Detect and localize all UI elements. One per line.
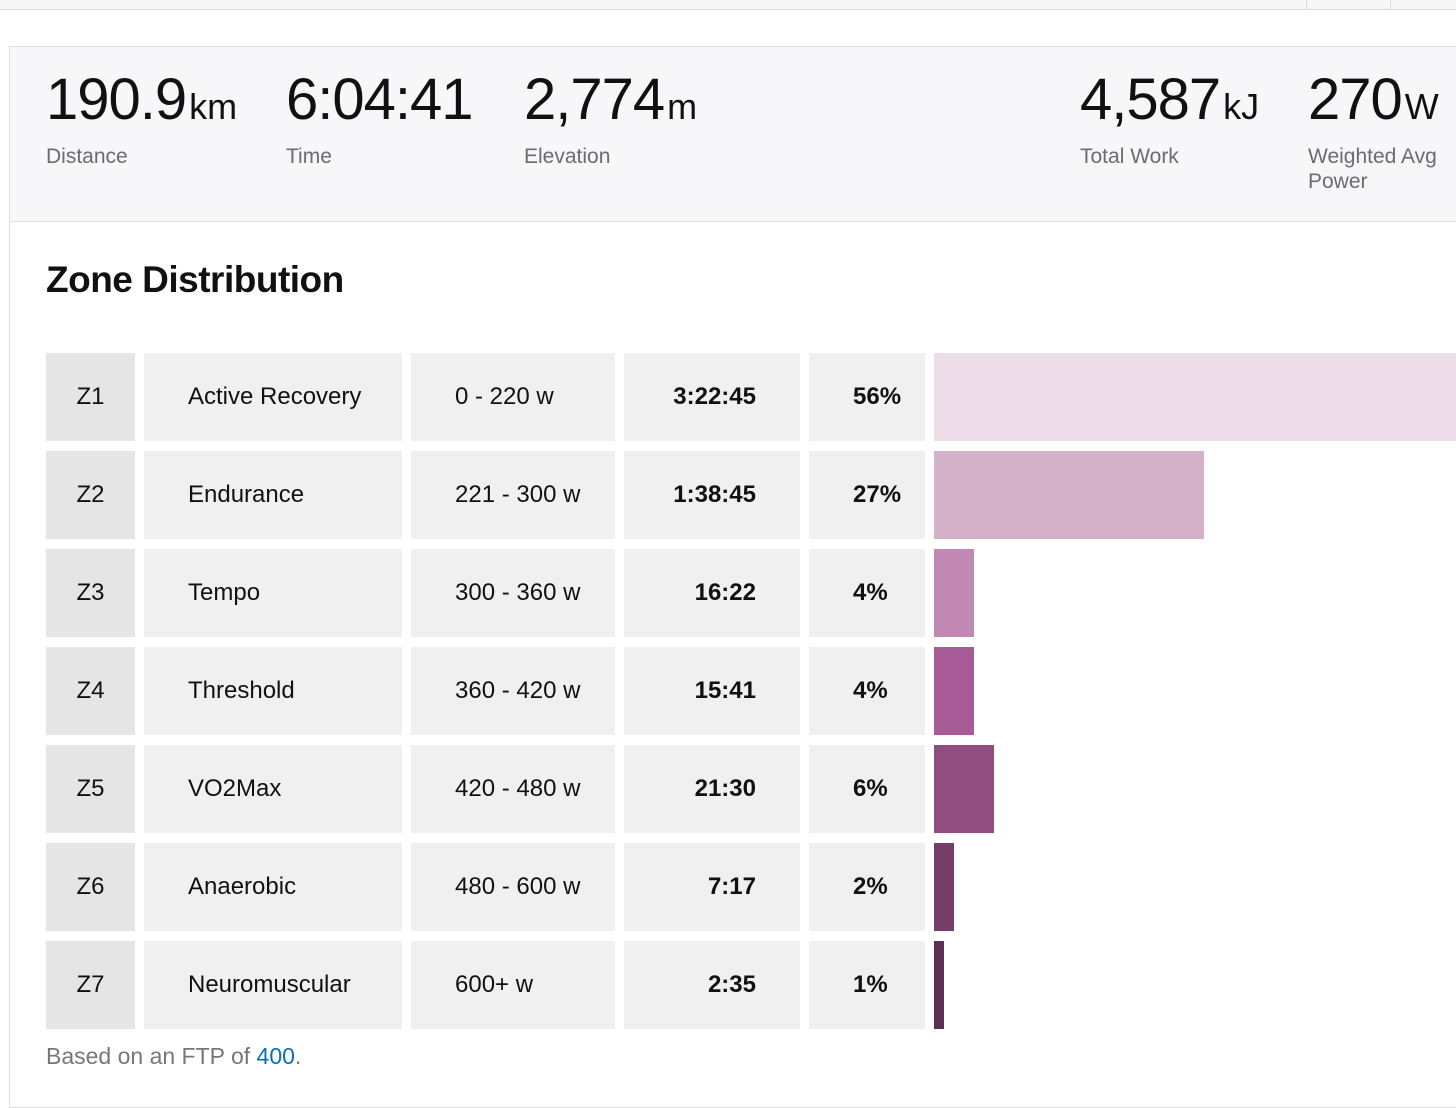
zone-bar	[934, 745, 994, 833]
zone-name: Tempo	[144, 549, 402, 637]
stat-label: Total Work	[1080, 145, 1179, 168]
zone-row: Z6 Anaerobic 480 - 600 w 7:17 2%	[46, 843, 1456, 931]
stat-value: 190.9km	[46, 67, 238, 132]
ftp-footnote: Based on an FTP of 400.	[46, 1043, 302, 1069]
stat-weighted-avg-power: 270W Weighted Avg Power	[1308, 65, 1456, 194]
zone-bar	[934, 451, 1204, 539]
stat-label: Time	[286, 145, 332, 168]
zone-bar	[934, 843, 954, 931]
zone-row: Z7 Neuromuscular 600+ w 2:35 1%	[46, 941, 1456, 1029]
zone-label: Z4	[46, 647, 135, 735]
stat-unit: km	[189, 86, 238, 127]
stat-time: 6:04:41 Time	[286, 65, 476, 169]
zone-bar	[934, 549, 974, 637]
zone-power-range: 420 - 480 w	[411, 745, 615, 833]
top-bar-divider	[1390, 0, 1391, 9]
top-bar	[0, 0, 1456, 10]
zone-name: Endurance	[144, 451, 402, 539]
stat-unit: kJ	[1223, 86, 1260, 127]
zone-row: Z4 Threshold 360 - 420 w 15:41 4%	[46, 647, 1456, 735]
zone-name: Neuromuscular	[144, 941, 402, 1029]
zone-name: VO2Max	[144, 745, 402, 833]
stat-label: Elevation	[524, 145, 611, 168]
zone-name: Threshold	[144, 647, 402, 735]
zone-label: Z2	[46, 451, 135, 539]
zone-percent: 6%	[809, 745, 925, 833]
zone-percent: 4%	[809, 647, 925, 735]
zone-power-range: 221 - 300 w	[411, 451, 615, 539]
zone-time: 1:38:45	[624, 451, 800, 539]
zone-time: 3:22:45	[624, 353, 800, 441]
zone-label: Z6	[46, 843, 135, 931]
zone-power-range: 360 - 420 w	[411, 647, 615, 735]
zone-power-range: 0 - 220 w	[411, 353, 615, 441]
stat-distance: 190.9km Distance	[46, 65, 237, 169]
stat-elevation: 2,774m Elevation	[524, 65, 697, 169]
zone-name: Active Recovery	[144, 353, 402, 441]
stat-value: 6:04:41	[286, 67, 474, 132]
zone-bar	[934, 353, 1456, 441]
zone-time: 7:17	[624, 843, 800, 931]
ftp-link[interactable]: 400	[256, 1043, 295, 1069]
zone-row: Z1 Active Recovery 0 - 220 w 3:22:45 56%	[46, 353, 1456, 441]
stat-unit: W	[1404, 86, 1439, 127]
zone-power-range: 480 - 600 w	[411, 843, 615, 931]
section-title: Zone Distribution	[46, 259, 344, 300]
zone-label: Z1	[46, 353, 135, 441]
stats-panel: 190.9km Distance 6:04:41 Time 2,774m Ele…	[10, 47, 1456, 222]
stat-total-work: 4,587kJ Total Work	[1080, 65, 1259, 169]
zone-label: Z5	[46, 745, 135, 833]
activity-card: 190.9km Distance 6:04:41 Time 2,774m Ele…	[9, 46, 1456, 1108]
zone-time: 16:22	[624, 549, 800, 637]
zone-percent: 1%	[809, 941, 925, 1029]
zone-row: Z5 VO2Max 420 - 480 w 21:30 6%	[46, 745, 1456, 833]
top-bar-divider	[1306, 0, 1307, 9]
zone-percent: 27%	[809, 451, 925, 539]
zone-percent: 4%	[809, 549, 925, 637]
stat-value: 270W	[1308, 67, 1439, 132]
zone-power-range: 600+ w	[411, 941, 615, 1029]
zone-time: 2:35	[624, 941, 800, 1029]
stat-label: Distance	[46, 145, 128, 168]
zone-label: Z7	[46, 941, 135, 1029]
zone-label: Z3	[46, 549, 135, 637]
zone-power-range: 300 - 360 w	[411, 549, 615, 637]
stat-label: Weighted Avg Power	[1308, 145, 1437, 193]
zone-time: 21:30	[624, 745, 800, 833]
zone-time: 15:41	[624, 647, 800, 735]
zone-percent: 56%	[809, 353, 925, 441]
zone-row: Z2 Endurance 221 - 300 w 1:38:45 27%	[46, 451, 1456, 539]
stat-unit: m	[667, 86, 698, 127]
zone-bar	[934, 941, 944, 1029]
zone-percent: 2%	[809, 843, 925, 931]
zone-name: Anaerobic	[144, 843, 402, 931]
zone-row: Z3 Tempo 300 - 360 w 16:22 4%	[46, 549, 1456, 637]
zone-bar	[934, 647, 974, 735]
stat-value: 2,774m	[524, 67, 698, 132]
stat-value: 4,587kJ	[1080, 67, 1260, 132]
